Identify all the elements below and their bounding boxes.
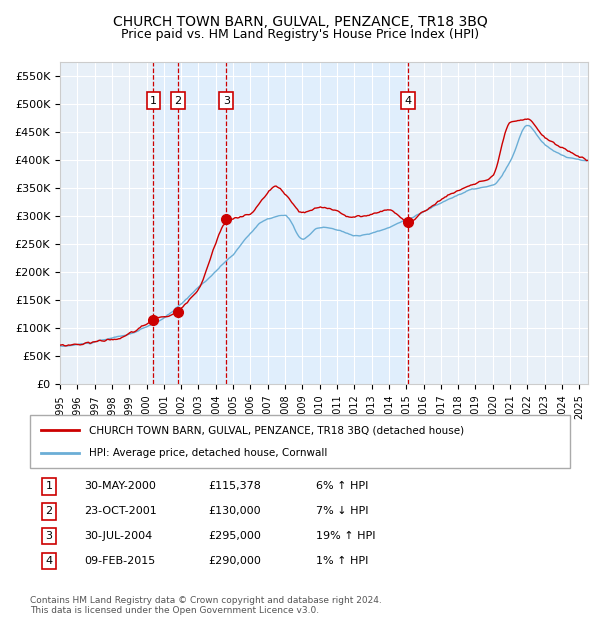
- Text: 2: 2: [174, 95, 181, 105]
- Text: 30-MAY-2000: 30-MAY-2000: [84, 481, 156, 491]
- Text: 2: 2: [46, 506, 52, 516]
- Text: £295,000: £295,000: [208, 531, 261, 541]
- Text: 3: 3: [223, 95, 230, 105]
- Text: 4: 4: [46, 556, 52, 566]
- Text: HPI: Average price, detached house, Cornwall: HPI: Average price, detached house, Corn…: [89, 448, 328, 458]
- Text: Price paid vs. HM Land Registry's House Price Index (HPI): Price paid vs. HM Land Registry's House …: [121, 28, 479, 41]
- Text: 6% ↑ HPI: 6% ↑ HPI: [316, 481, 368, 491]
- Text: This data is licensed under the Open Government Licence v3.0.: This data is licensed under the Open Gov…: [30, 606, 319, 616]
- Text: 4: 4: [404, 95, 412, 105]
- Text: Contains HM Land Registry data © Crown copyright and database right 2024.: Contains HM Land Registry data © Crown c…: [30, 596, 382, 606]
- Text: 1% ↑ HPI: 1% ↑ HPI: [316, 556, 368, 566]
- Text: 19% ↑ HPI: 19% ↑ HPI: [316, 531, 376, 541]
- Text: CHURCH TOWN BARN, GULVAL, PENZANCE, TR18 3BQ: CHURCH TOWN BARN, GULVAL, PENZANCE, TR18…: [113, 16, 487, 30]
- FancyBboxPatch shape: [30, 415, 570, 468]
- Text: 23-OCT-2001: 23-OCT-2001: [84, 506, 157, 516]
- Text: 7% ↓ HPI: 7% ↓ HPI: [316, 506, 368, 516]
- Text: 1: 1: [150, 95, 157, 105]
- Bar: [154, 62, 408, 384]
- Text: CHURCH TOWN BARN, GULVAL, PENZANCE, TR18 3BQ (detached house): CHURCH TOWN BARN, GULVAL, PENZANCE, TR18…: [89, 425, 464, 435]
- Text: 30-JUL-2004: 30-JUL-2004: [84, 531, 152, 541]
- Text: £115,378: £115,378: [208, 481, 261, 491]
- Text: £290,000: £290,000: [208, 556, 261, 566]
- Text: 3: 3: [46, 531, 52, 541]
- Text: 09-FEB-2015: 09-FEB-2015: [84, 556, 155, 566]
- Text: £130,000: £130,000: [208, 506, 261, 516]
- Text: 1: 1: [46, 481, 52, 491]
